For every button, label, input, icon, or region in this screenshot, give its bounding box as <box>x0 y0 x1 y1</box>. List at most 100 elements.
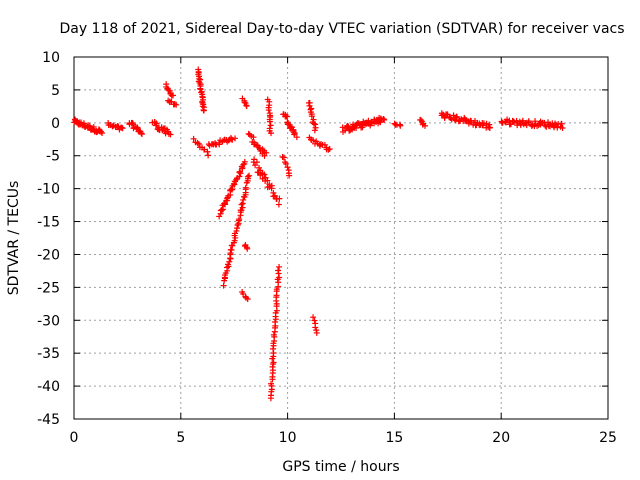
y-tick-label: 5 <box>51 83 60 99</box>
data-point <box>115 123 122 130</box>
data-point <box>216 141 223 148</box>
y-tick-label: -45 <box>37 412 60 428</box>
data-point <box>275 201 282 208</box>
y-tick-label: -15 <box>37 215 60 231</box>
data-point <box>441 115 448 122</box>
data-point <box>261 152 268 159</box>
data-point <box>239 164 246 171</box>
data-point <box>229 136 236 143</box>
data-point <box>199 103 206 110</box>
data-point <box>231 237 238 244</box>
y-tick-label: -35 <box>37 346 60 362</box>
data-point <box>204 148 211 155</box>
data-point <box>267 122 274 129</box>
data-point <box>559 124 566 131</box>
data-point <box>228 186 235 193</box>
data-point <box>246 172 253 179</box>
y-tick-label: -25 <box>37 280 60 296</box>
data-point <box>284 113 291 120</box>
data-point <box>263 149 270 156</box>
data-point <box>265 107 272 114</box>
data-point <box>173 101 180 108</box>
data-point <box>261 171 268 178</box>
chart-title: Day 118 of 2021, Sidereal Day-to-day VTE… <box>59 21 624 37</box>
data-point <box>205 152 212 159</box>
data-point <box>244 173 251 180</box>
y-tick-label: -10 <box>37 182 60 198</box>
data-point <box>195 140 202 147</box>
data-point <box>272 318 279 325</box>
data-point <box>225 261 232 268</box>
data-point <box>232 135 239 142</box>
data-point <box>450 112 457 119</box>
data-point <box>244 295 251 302</box>
y-tick-label: -40 <box>37 379 60 395</box>
data-point <box>525 118 532 125</box>
data-point <box>462 116 469 123</box>
data-point <box>268 130 275 137</box>
axis-ticks <box>73 56 609 420</box>
data-point <box>311 317 318 324</box>
y-tick-label: -5 <box>46 149 60 165</box>
data-point <box>308 113 315 120</box>
grid-lines <box>74 57 608 419</box>
data-point <box>541 119 548 126</box>
data-point <box>190 135 197 142</box>
data-point <box>381 116 388 123</box>
data-point <box>90 124 97 131</box>
data-point <box>244 245 251 252</box>
data-point <box>218 207 225 214</box>
data-point <box>119 125 126 132</box>
y-tick-label: 10 <box>42 50 60 66</box>
data-point <box>325 146 332 153</box>
data-point <box>284 164 291 171</box>
data-point <box>138 131 145 138</box>
data-point <box>169 92 176 99</box>
data-point <box>353 125 360 132</box>
data-point <box>194 139 201 146</box>
data-point <box>134 124 141 131</box>
y-tick-label: -30 <box>37 313 60 329</box>
data-point <box>286 172 293 179</box>
x-tick-label: 25 <box>599 430 617 446</box>
data-point <box>266 118 273 125</box>
data-point <box>268 185 275 192</box>
data-point <box>311 127 318 134</box>
y-axis-label: SDTVAR / TECUs <box>6 181 22 296</box>
data-point <box>276 263 283 270</box>
data-point <box>321 141 328 148</box>
y-tick-label: 0 <box>51 116 60 132</box>
y-tick-labels: 10 5 0 -5 -10 -15 -20 -25 -30 -35 -40 -45 <box>37 50 60 428</box>
data-point <box>293 134 300 141</box>
data-point <box>313 329 320 336</box>
data-point <box>200 107 207 114</box>
data-point <box>486 121 493 128</box>
data-point <box>167 131 174 138</box>
data-point <box>270 359 277 366</box>
data-point <box>220 282 227 289</box>
data-point <box>226 258 233 265</box>
data-points <box>71 66 566 402</box>
data-point <box>421 122 428 129</box>
data-point <box>326 146 333 153</box>
x-tick-labels: 0 5 10 15 20 25 <box>70 430 617 446</box>
data-point <box>359 124 366 131</box>
data-point <box>240 196 247 203</box>
data-point <box>243 103 250 110</box>
data-point <box>252 162 259 169</box>
data-point <box>253 159 260 166</box>
data-point <box>558 120 565 127</box>
data-point <box>310 120 317 127</box>
data-point <box>486 124 493 131</box>
plot-frame <box>73 56 609 420</box>
data-point <box>97 128 104 135</box>
data-point <box>238 207 245 214</box>
data-point <box>276 195 283 202</box>
data-point <box>242 184 249 191</box>
data-point <box>256 144 263 151</box>
data-point <box>310 314 317 321</box>
y-tick-label: -20 <box>37 247 60 263</box>
data-point <box>224 264 231 271</box>
data-point <box>196 79 203 86</box>
